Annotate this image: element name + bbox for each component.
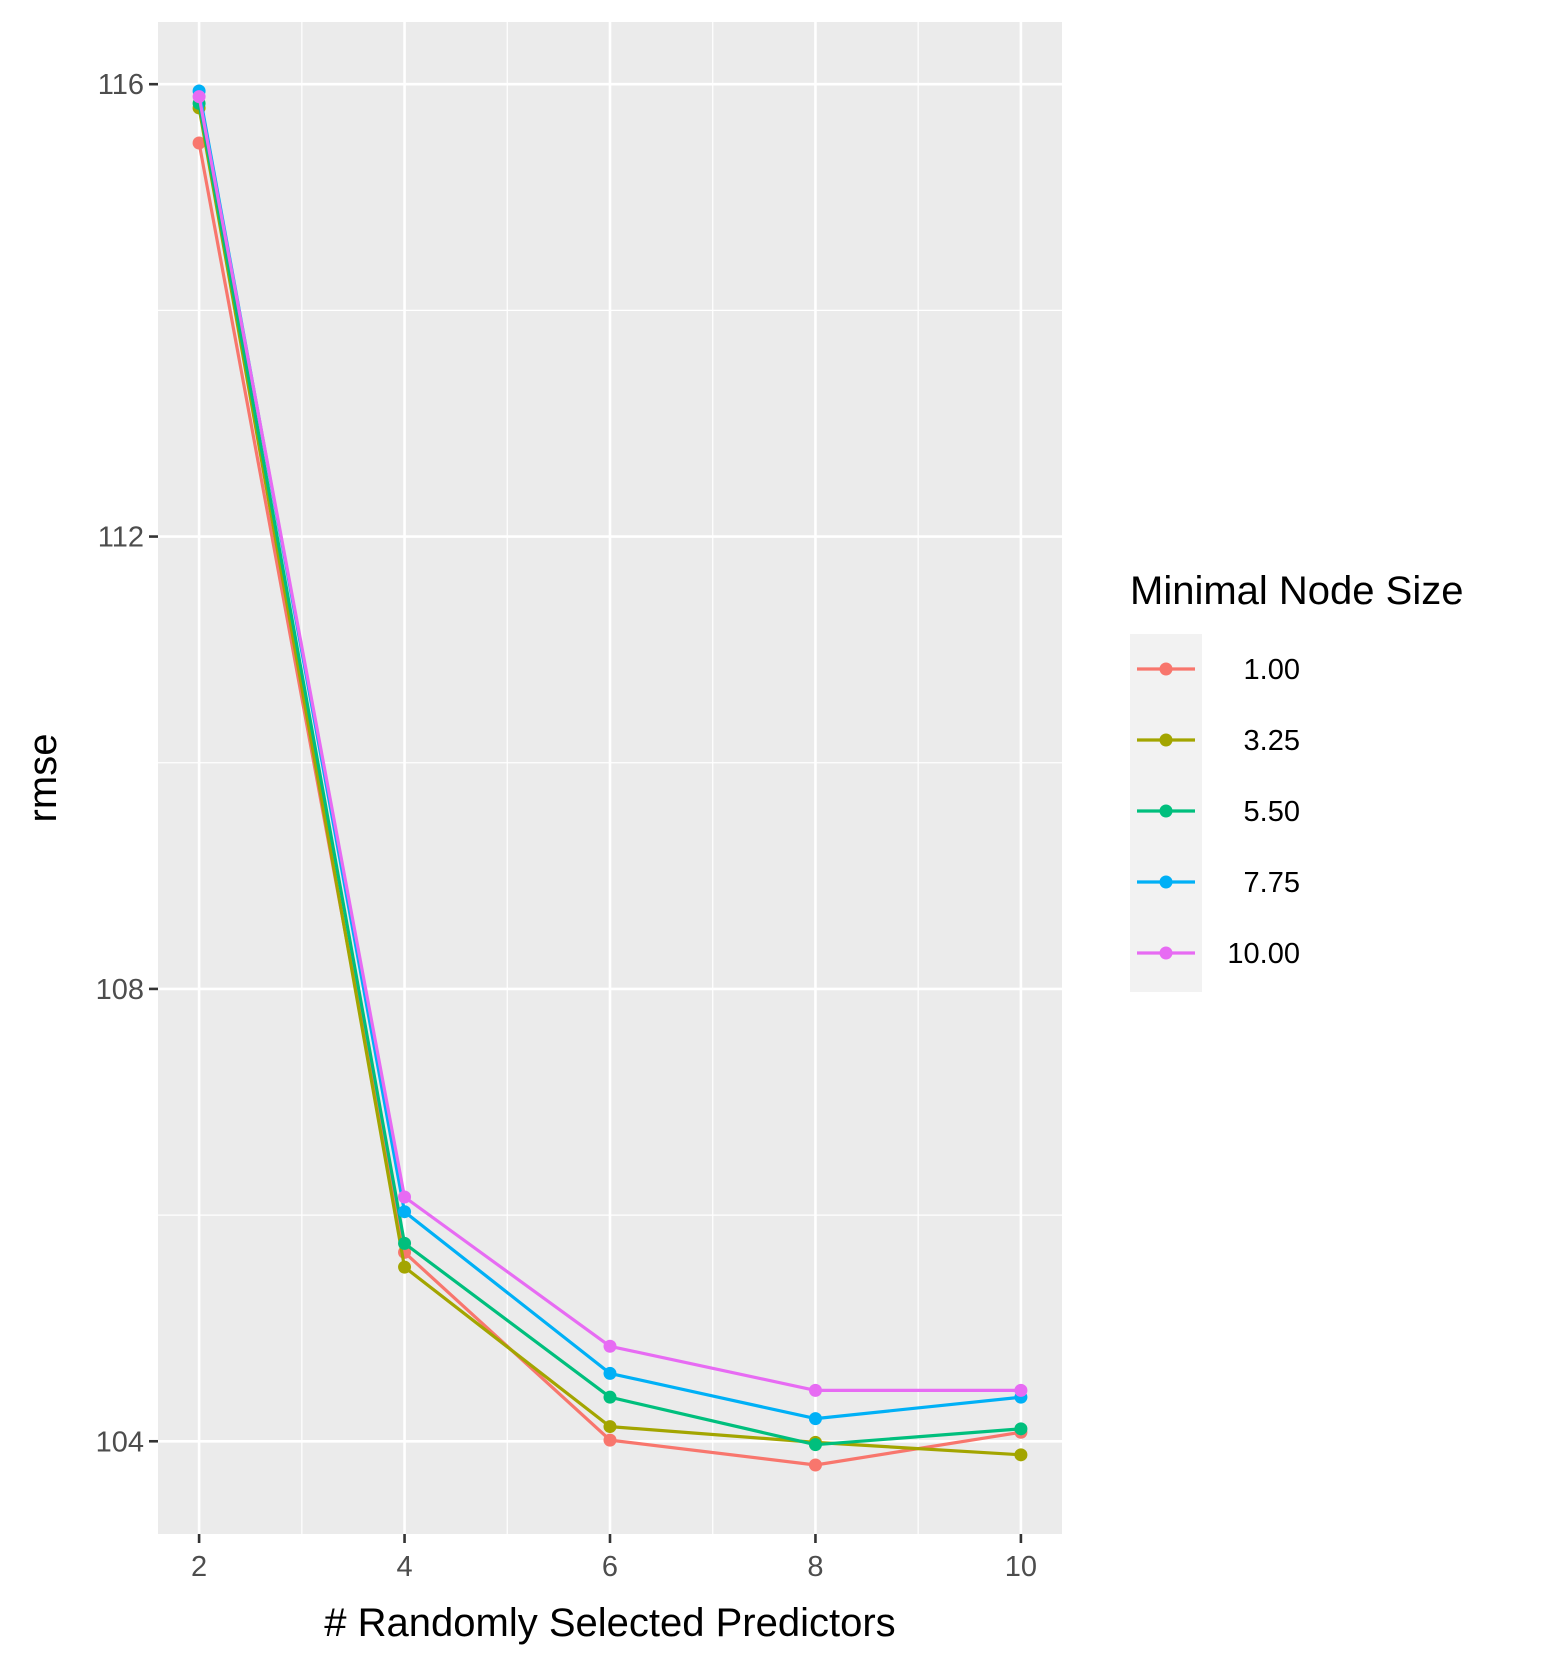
- y-tick-label: 112: [98, 522, 144, 554]
- legend-label: 7.75: [1244, 867, 1300, 899]
- x-tick-label: 2: [191, 1551, 207, 1583]
- x-tick-label: 8: [807, 1551, 823, 1583]
- data-point: [1014, 1448, 1028, 1462]
- legend-key-point: [1159, 662, 1173, 676]
- data-point: [192, 136, 206, 150]
- legend-item: 7.75: [1137, 867, 1300, 899]
- y-tick-label: 116: [98, 69, 144, 101]
- legend-label: 10.00: [1227, 938, 1300, 970]
- data-point: [603, 1420, 617, 1434]
- series-group: [192, 84, 1028, 1472]
- x-tick-label: 6: [602, 1551, 618, 1583]
- data-point: [603, 1339, 617, 1353]
- y-tick-label: 104: [96, 1426, 144, 1458]
- data-point: [808, 1383, 822, 1397]
- legend-key-point: [1159, 804, 1173, 818]
- tick-labels: 2 4 6 8 10 104 108 112 116: [96, 69, 1037, 1583]
- data-point: [603, 1390, 617, 1404]
- data-point: [398, 1205, 412, 1219]
- legend-items: 1.00 3.25 5.50 7.75 10.00: [1137, 654, 1300, 970]
- data-point: [398, 1236, 412, 1250]
- x-tick-label: 4: [396, 1551, 412, 1583]
- legend-key-point: [1159, 946, 1173, 960]
- legend-key-point: [1159, 733, 1173, 747]
- series-10.00: [192, 90, 1028, 1397]
- data-point: [808, 1458, 822, 1472]
- axis-ticks: [149, 82, 1023, 1543]
- legend-label: 3.25: [1244, 725, 1300, 757]
- legend-item: 3.25: [1137, 725, 1300, 757]
- y-tick-label: 108: [96, 974, 144, 1006]
- data-point: [1014, 1422, 1028, 1436]
- legend-item: 10.00: [1137, 938, 1300, 970]
- data-point: [192, 90, 206, 104]
- legend: Minimal Node Size 1.00 3.25 5.50 7.75 10.00: [1130, 569, 1463, 992]
- data-point: [808, 1438, 822, 1452]
- legend-item: 5.50: [1137, 796, 1300, 828]
- data-point: [1014, 1383, 1028, 1397]
- legend-title: Minimal Node Size: [1130, 569, 1463, 613]
- data-point: [398, 1190, 412, 1204]
- legend-key-point: [1159, 875, 1173, 889]
- y-axis-title: rmse: [21, 734, 65, 823]
- legend-label: 5.50: [1244, 796, 1300, 828]
- data-point: [398, 1260, 412, 1274]
- x-axis-title: # Randomly Selected Predictors: [324, 1601, 895, 1645]
- x-tick-label: 10: [1005, 1551, 1037, 1583]
- legend-label: 1.00: [1244, 654, 1300, 686]
- data-point: [603, 1433, 617, 1447]
- data-point: [603, 1366, 617, 1380]
- legend-item: 1.00: [1137, 654, 1300, 686]
- grid-major: [158, 22, 1062, 1534]
- data-point: [808, 1412, 822, 1426]
